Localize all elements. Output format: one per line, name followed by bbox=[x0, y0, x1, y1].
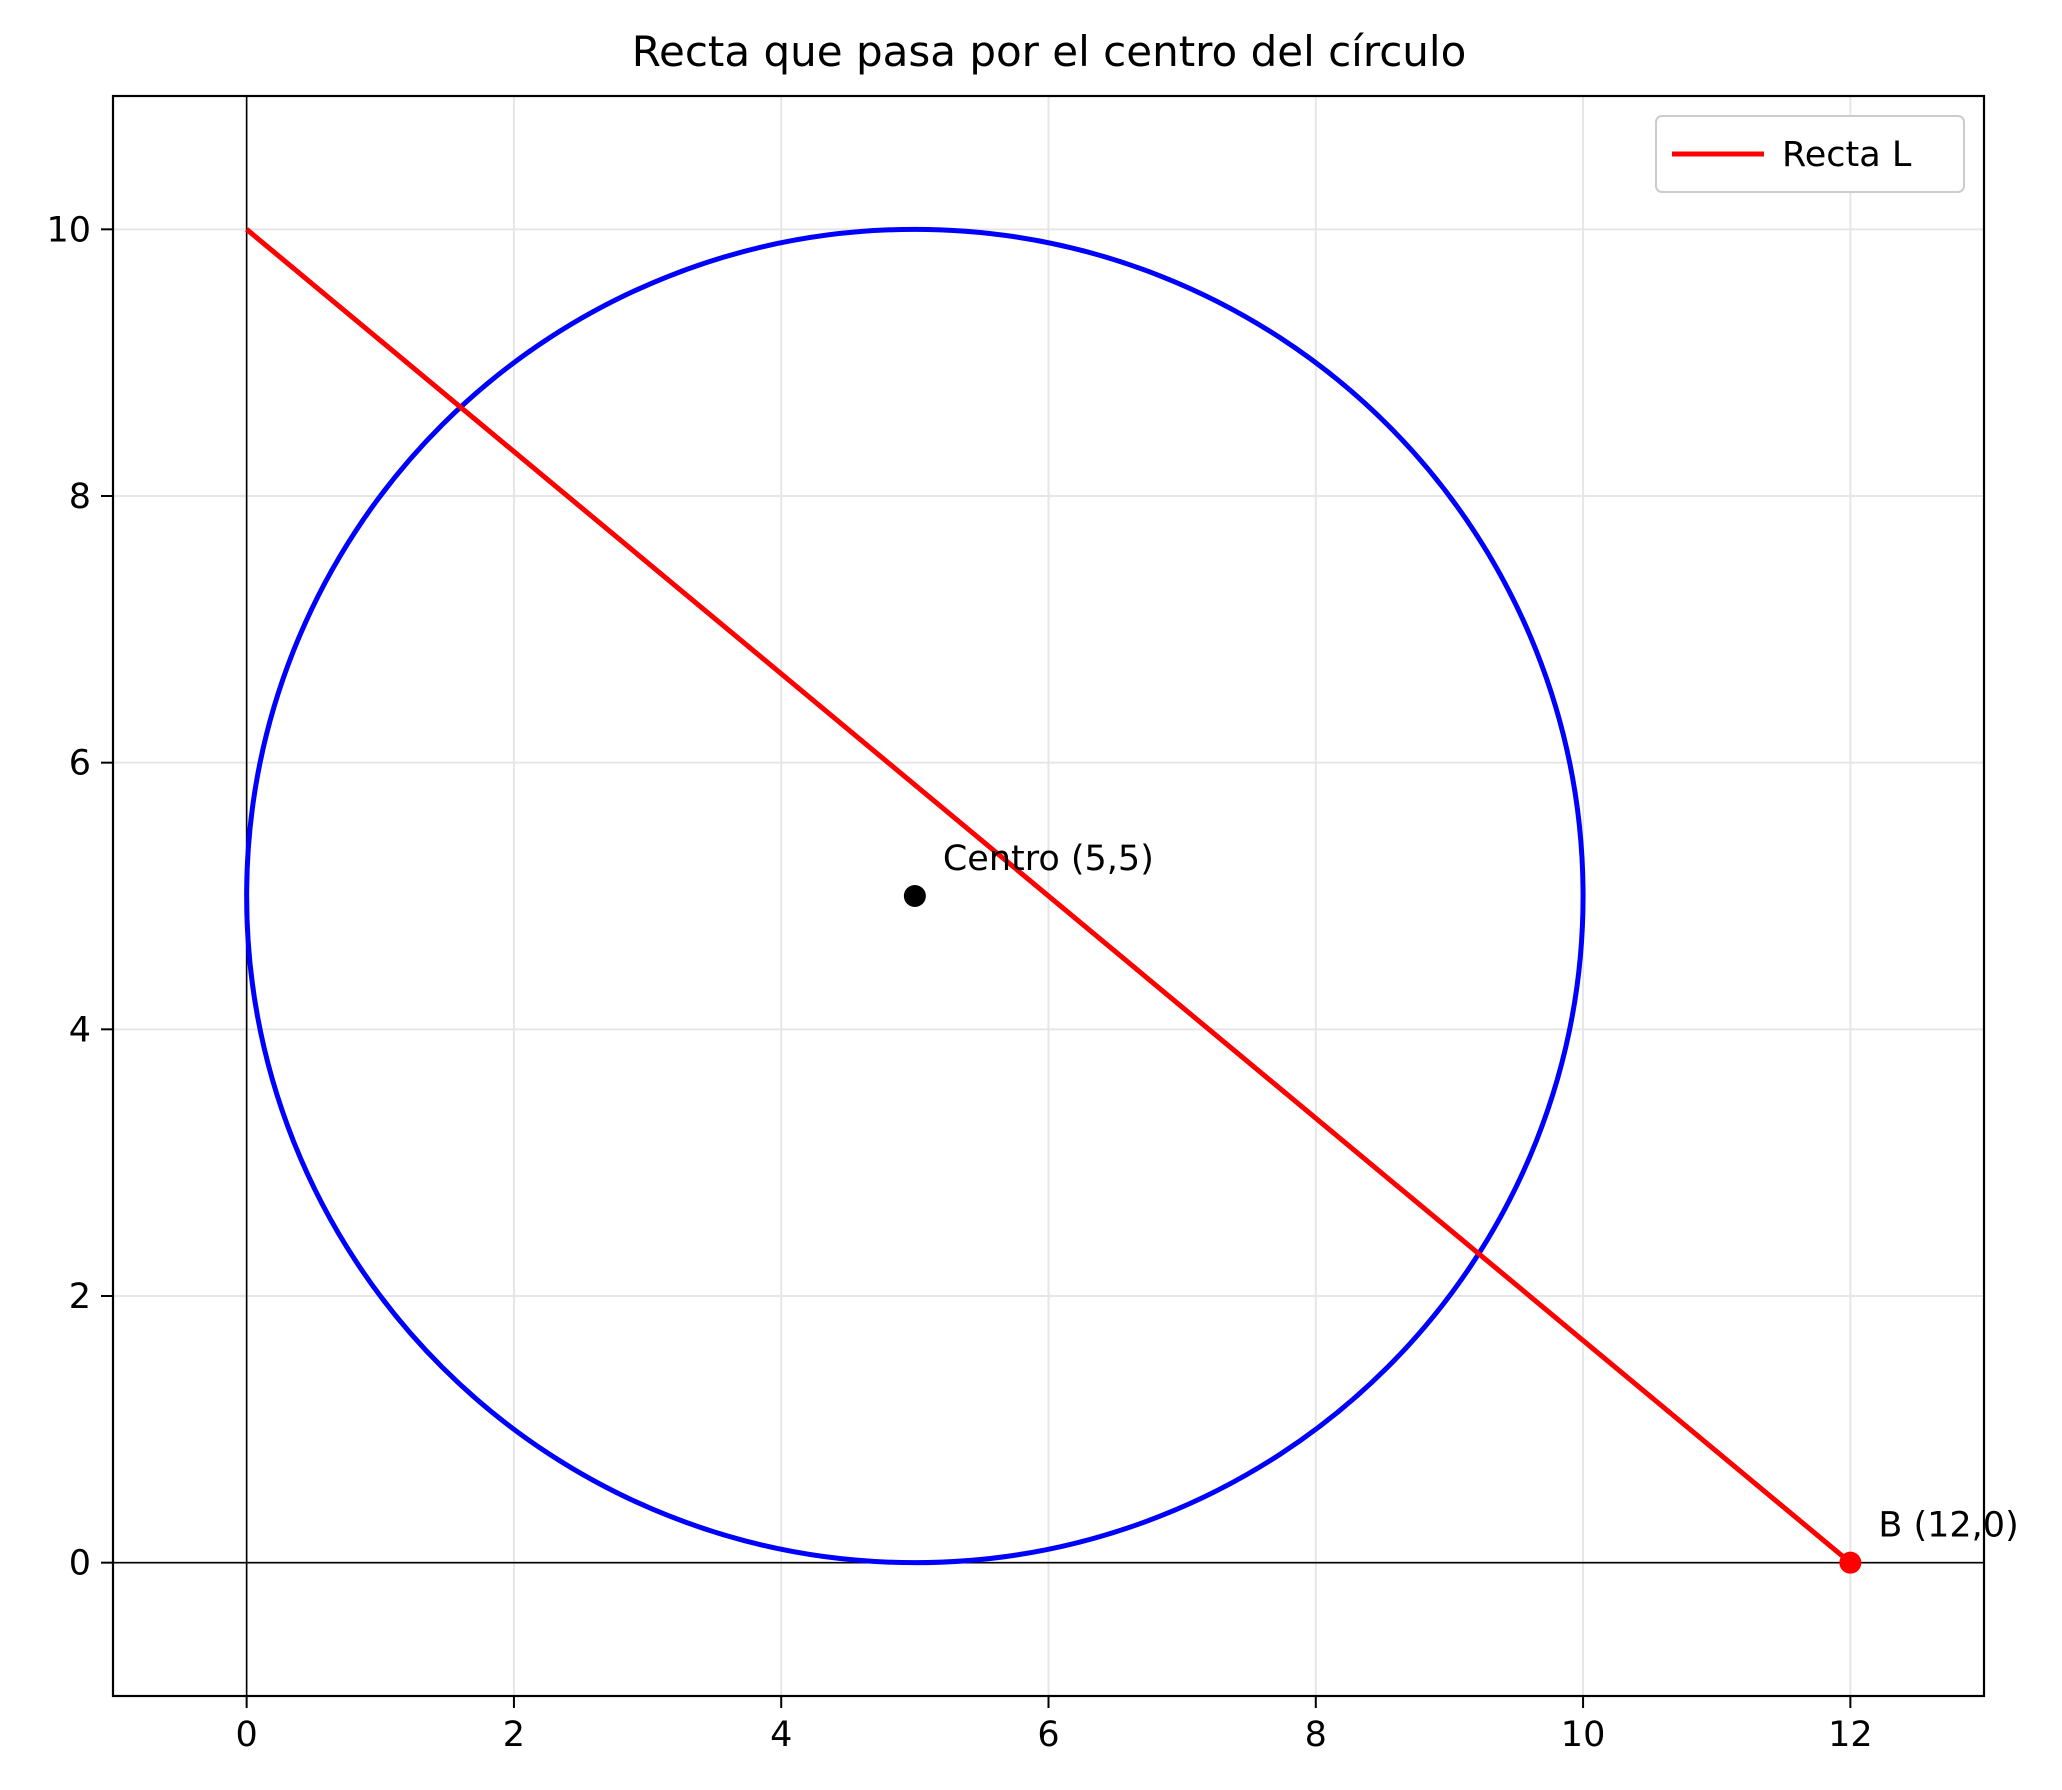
y-tick-label: 8 bbox=[69, 477, 91, 517]
legend: Recta L bbox=[1655, 115, 1965, 193]
legend-box bbox=[1655, 115, 1965, 193]
y-tick-label: 6 bbox=[69, 744, 91, 784]
point-marker-0 bbox=[903, 885, 926, 907]
legend-label: Recta L bbox=[1782, 135, 1912, 175]
x-tick-label: 6 bbox=[1037, 1715, 1059, 1755]
x-tick-label: 2 bbox=[503, 1715, 525, 1755]
x-tick-label: 8 bbox=[1305, 1715, 1327, 1755]
x-tick-label: 4 bbox=[770, 1715, 792, 1755]
point-label-0: Centro (5,5) bbox=[943, 839, 1154, 879]
y-tick-label: 4 bbox=[69, 1010, 91, 1050]
x-tick-label: 10 bbox=[1561, 1715, 1606, 1755]
chart-title: Recta que pasa por el centro del círculo bbox=[632, 27, 1467, 76]
y-tick-label: 10 bbox=[46, 210, 91, 250]
plot-content bbox=[113, 96, 1984, 1696]
series-line-recta-l bbox=[245, 227, 1852, 1565]
x-tick-label: 12 bbox=[1828, 1715, 1873, 1755]
point-marker-1 bbox=[1839, 1551, 1862, 1574]
point-label-1: B (12,0) bbox=[1878, 1506, 2018, 1546]
x-tick-label: 0 bbox=[236, 1715, 258, 1755]
y-tick-label: 0 bbox=[69, 1544, 91, 1584]
plot-area: Centro (5,5) B (12,0) 0 2 4 6 8 10 12 0 2 4 6 8 10 Rect… bbox=[46, 94, 2019, 1755]
y-tick-label: 2 bbox=[69, 1277, 91, 1317]
circle-curve bbox=[244, 226, 1586, 1566]
